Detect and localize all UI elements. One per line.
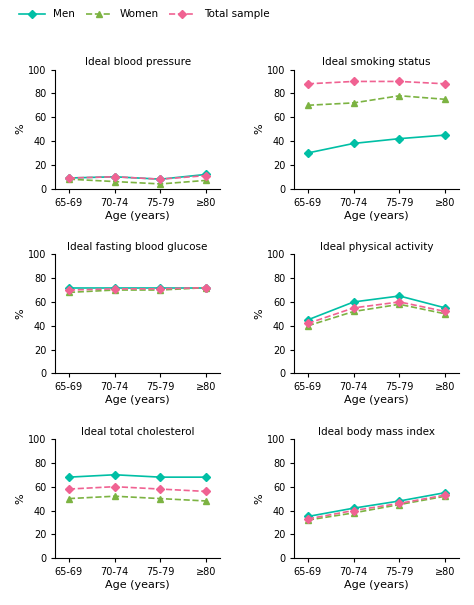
Title: Ideal fasting blood glucose: Ideal fasting blood glucose [67, 242, 208, 252]
Title: Ideal total cholesterol: Ideal total cholesterol [81, 427, 194, 437]
Y-axis label: %: % [15, 309, 25, 319]
Title: Ideal smoking status: Ideal smoking status [322, 57, 431, 67]
Legend: Men, Women, Total sample: Men, Women, Total sample [15, 5, 273, 24]
X-axis label: Age (years): Age (years) [344, 211, 409, 220]
Title: Ideal physical activity: Ideal physical activity [320, 242, 433, 252]
Title: Ideal blood pressure: Ideal blood pressure [84, 57, 191, 67]
X-axis label: Age (years): Age (years) [344, 580, 409, 590]
X-axis label: Age (years): Age (years) [344, 395, 409, 405]
Title: Ideal body mass index: Ideal body mass index [318, 427, 435, 437]
Y-axis label: %: % [15, 493, 25, 504]
X-axis label: Age (years): Age (years) [105, 211, 170, 220]
X-axis label: Age (years): Age (years) [105, 395, 170, 405]
Y-axis label: %: % [254, 124, 264, 134]
Y-axis label: %: % [15, 124, 25, 134]
Y-axis label: %: % [254, 309, 264, 319]
Y-axis label: %: % [254, 493, 264, 504]
X-axis label: Age (years): Age (years) [105, 580, 170, 590]
